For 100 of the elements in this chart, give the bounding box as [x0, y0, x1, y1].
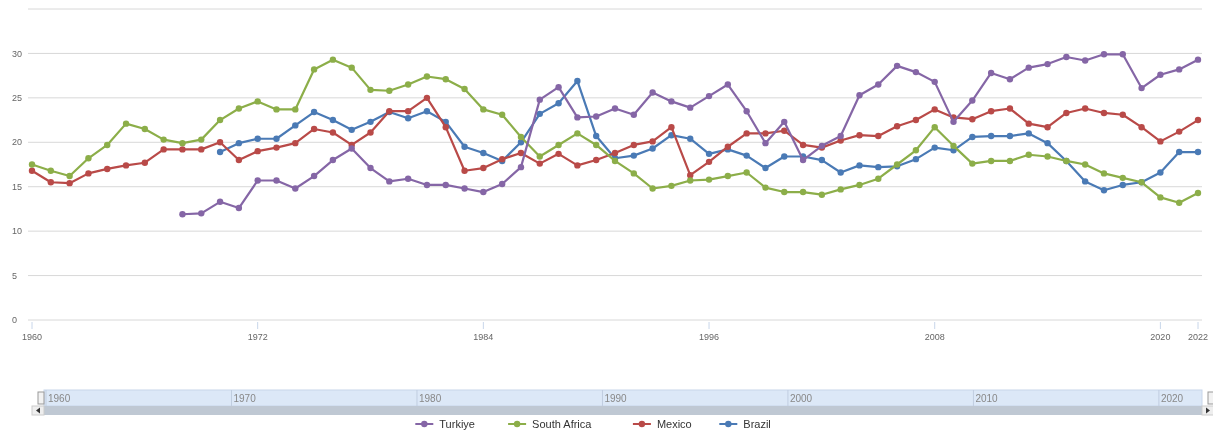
point	[649, 145, 656, 152]
point	[912, 155, 920, 163]
point	[1081, 57, 1089, 64]
point	[969, 133, 976, 141]
y-tick-label: 30	[12, 48, 23, 59]
point	[837, 169, 844, 176]
point	[931, 78, 938, 86]
point	[856, 91, 863, 99]
point	[762, 139, 769, 147]
x-tick-label: 2008	[924, 332, 945, 342]
point	[687, 104, 694, 111]
point	[461, 185, 468, 192]
point	[1063, 53, 1070, 61]
point	[743, 107, 750, 115]
legend-label: Turkiye	[439, 417, 475, 430]
point	[1157, 71, 1164, 78]
point	[818, 156, 826, 164]
y-tick-label: 0	[12, 315, 18, 326]
y-tick-label: 5	[12, 270, 18, 281]
point	[517, 163, 525, 171]
point	[574, 114, 581, 121]
point	[1100, 51, 1108, 58]
x-tick-label: 1996	[699, 332, 720, 342]
point	[1025, 64, 1032, 71]
point	[668, 98, 675, 105]
point	[423, 107, 431, 115]
point	[235, 139, 243, 147]
y-tick-label: 15	[12, 181, 23, 192]
point	[592, 113, 600, 120]
point	[273, 135, 280, 142]
point	[536, 110, 543, 118]
point	[1157, 169, 1164, 176]
point	[273, 177, 280, 184]
point	[292, 122, 299, 129]
point	[987, 69, 995, 77]
point	[705, 92, 713, 100]
point	[724, 81, 732, 88]
point	[179, 211, 186, 218]
point	[404, 175, 412, 182]
x-tick-label: 1972	[247, 332, 268, 342]
point	[1025, 130, 1032, 137]
legend-label: South Africa	[532, 417, 593, 430]
point	[386, 178, 393, 185]
x2-tick-label: 1980	[418, 392, 442, 404]
y-tick-label: 10	[12, 226, 23, 237]
point	[555, 99, 562, 107]
point	[893, 62, 901, 70]
x2-tick-label: 1970	[233, 392, 257, 404]
point	[367, 164, 374, 172]
point	[931, 144, 938, 151]
x-tick-label: 1984	[473, 332, 494, 342]
point	[987, 132, 995, 140]
point	[480, 149, 487, 157]
point	[950, 118, 957, 126]
x2-tick-label: 2010	[975, 392, 999, 404]
point	[649, 89, 656, 96]
x2-tick-label: 2000	[789, 392, 813, 404]
point	[216, 148, 224, 156]
point	[875, 163, 882, 171]
point	[235, 204, 243, 212]
legend-label: Mexico	[656, 417, 692, 430]
point	[1194, 56, 1202, 63]
point	[799, 156, 807, 164]
point	[1119, 51, 1126, 58]
point	[292, 185, 299, 192]
x2-tick-label: 1990	[604, 392, 628, 404]
point	[687, 135, 694, 142]
point	[1006, 76, 1014, 83]
point	[856, 162, 863, 169]
point	[762, 164, 769, 172]
point	[1006, 132, 1014, 140]
point	[461, 143, 468, 150]
point	[310, 108, 318, 116]
point	[367, 118, 374, 126]
point	[592, 132, 600, 140]
point	[1044, 139, 1051, 147]
x-tick-label: 1960	[21, 332, 43, 342]
point	[423, 181, 431, 189]
point	[705, 150, 713, 158]
x-tick-label: 2022	[1187, 332, 1209, 342]
point	[875, 81, 882, 88]
y-tick-label: 20	[12, 137, 23, 148]
point	[1119, 181, 1126, 189]
point	[574, 77, 581, 85]
point	[1081, 178, 1089, 185]
point	[1138, 84, 1145, 92]
point	[329, 156, 337, 164]
point	[743, 152, 750, 159]
point	[1175, 148, 1183, 156]
point	[1100, 187, 1108, 194]
point	[1175, 66, 1183, 73]
point	[611, 105, 619, 112]
point	[912, 68, 920, 76]
point	[348, 126, 355, 134]
x-tick-label: 2020	[1150, 332, 1171, 342]
point	[216, 198, 224, 206]
x2-tick-label: 1960	[48, 392, 71, 404]
x2-tick-label: 2020	[1160, 392, 1184, 404]
point	[555, 83, 562, 91]
point	[630, 111, 638, 118]
